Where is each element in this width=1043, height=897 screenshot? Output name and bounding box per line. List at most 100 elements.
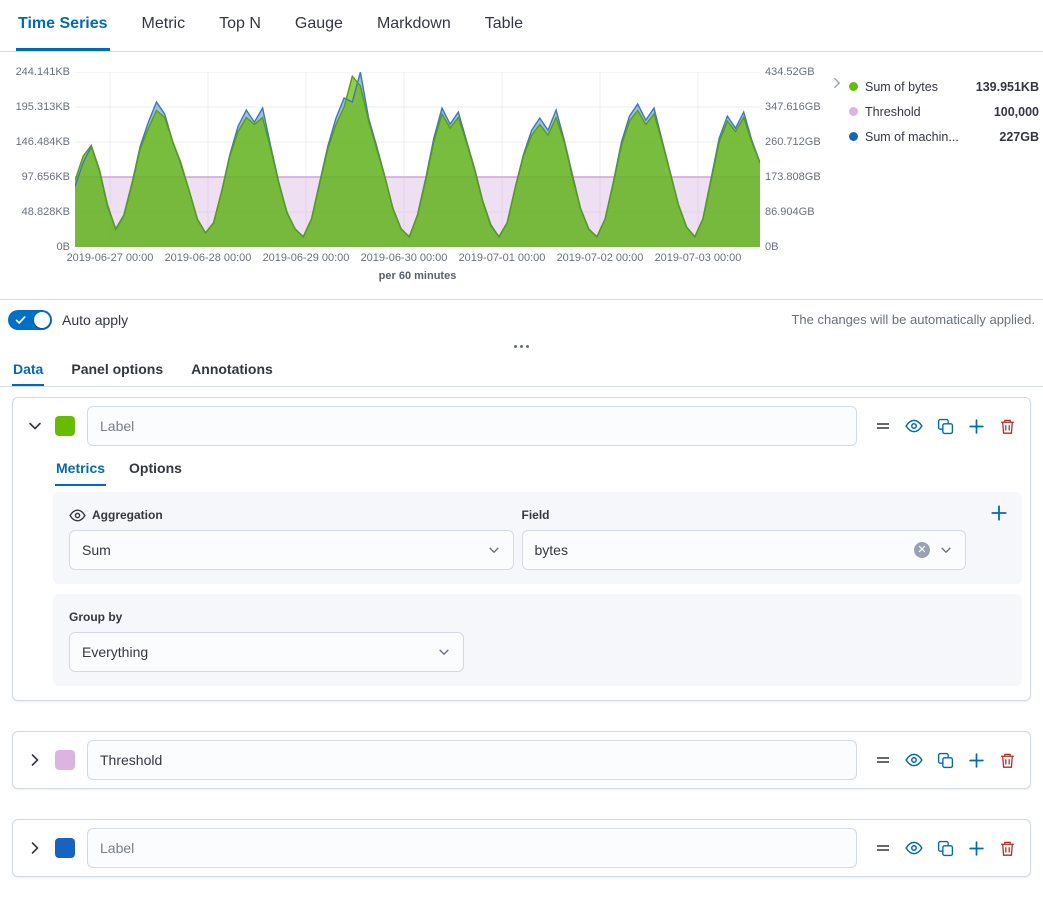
- interval-caption: per 60 minutes: [378, 270, 457, 282]
- series-panel-1: Metrics Options Aggregation Sum: [12, 397, 1031, 701]
- series-color-dot: [849, 82, 858, 91]
- y-tick: 434.52GB: [765, 66, 815, 78]
- series-label-input[interactable]: [87, 828, 857, 868]
- add-metric-plus-icon[interactable]: [990, 504, 1008, 522]
- editor-tabs: Data Panel options Annotations: [0, 353, 1043, 387]
- metric-eye-icon[interactable]: [69, 507, 86, 524]
- y-tick: 173.808GB: [765, 171, 821, 183]
- series-color-swatch[interactable]: [55, 750, 75, 770]
- timeseries-chart: 244.141KB 195.313KB 146.484KB 97.656KB 4…: [0, 52, 1043, 290]
- series-color-swatch[interactable]: [55, 416, 75, 436]
- clone-series-icon[interactable]: [937, 752, 954, 769]
- tab-top-n[interactable]: Top N: [217, 0, 263, 51]
- auto-apply-bar: Auto apply The changes will be automatic…: [0, 299, 1043, 339]
- tab-annotations[interactable]: Annotations: [190, 353, 274, 386]
- series-color-dot: [849, 132, 858, 141]
- delete-series-trash-icon[interactable]: [999, 752, 1016, 769]
- series-subtabs: Metrics Options: [13, 456, 1030, 486]
- chevron-down-icon: [437, 645, 451, 659]
- field-label-text: Field: [521, 508, 550, 522]
- add-series-plus-icon[interactable]: [968, 752, 985, 769]
- chart-plot-area[interactable]: [75, 72, 760, 247]
- chart-legend: Sum of bytes 139.951KB Threshold 100,000…: [849, 74, 1039, 149]
- field-column: Field bytes ✕: [521, 506, 967, 570]
- aggregation-row: Aggregation Sum Field: [53, 492, 1022, 584]
- series-header: [13, 398, 1030, 454]
- drag-handle-icon[interactable]: [875, 752, 891, 768]
- legend-collapse-chevron-icon[interactable]: [830, 76, 844, 93]
- y-tick: 347.616GB: [765, 101, 821, 113]
- legend-item[interactable]: Sum of bytes 139.951KB: [849, 74, 1039, 99]
- delete-series-trash-icon[interactable]: [999, 840, 1016, 857]
- series-body: Aggregation Sum Field: [53, 492, 1022, 686]
- field-value: bytes: [534, 542, 568, 558]
- series-panel-3: [12, 819, 1031, 877]
- drag-handle-icon[interactable]: [875, 418, 891, 434]
- add-series-plus-icon[interactable]: [968, 418, 985, 435]
- x-tick: 2019-06-30 00:00: [360, 252, 448, 264]
- x-tick: 2019-07-01 00:00: [458, 252, 546, 264]
- series-actions: [875, 417, 1016, 435]
- legend-value: 227GB: [999, 129, 1039, 144]
- clear-field-icon[interactable]: ✕: [914, 542, 930, 558]
- legend-label: Threshold: [865, 104, 921, 119]
- add-series-plus-icon[interactable]: [968, 840, 985, 857]
- group-by-label-text: Group by: [69, 610, 123, 624]
- group-by-value: Everything: [82, 644, 149, 660]
- auto-apply-note: The changes will be automatically applie…: [791, 312, 1035, 327]
- clone-series-icon[interactable]: [937, 418, 954, 435]
- series-header: [13, 820, 1030, 876]
- series-label-input[interactable]: [87, 406, 857, 446]
- x-tick: 2019-06-28 00:00: [164, 252, 252, 264]
- toggle-visibility-eye-icon[interactable]: [905, 751, 923, 769]
- legend-item[interactable]: Sum of machin... 227GB: [849, 124, 1039, 149]
- check-icon: [15, 315, 26, 324]
- group-by-select[interactable]: Everything: [69, 632, 464, 672]
- legend-value: 100,000: [993, 104, 1039, 119]
- series-actions: [875, 839, 1016, 857]
- clone-series-icon[interactable]: [937, 840, 954, 857]
- tab-metric[interactable]: Metric: [140, 0, 188, 51]
- aggregation-label: Aggregation: [69, 506, 514, 524]
- series-color-dot: [849, 107, 858, 116]
- field-label: Field: [522, 506, 967, 524]
- drag-handle-icon[interactable]: [875, 840, 891, 856]
- y-tick: 0B: [765, 241, 779, 253]
- aggregation-select[interactable]: Sum: [69, 530, 514, 570]
- field-select[interactable]: bytes ✕: [521, 530, 966, 570]
- tab-markdown[interactable]: Markdown: [375, 0, 453, 51]
- tab-gauge[interactable]: Gauge: [293, 0, 345, 51]
- auto-apply-label: Auto apply: [62, 311, 129, 328]
- legend-label: Sum of bytes: [865, 79, 938, 94]
- chevron-right-icon[interactable]: [27, 752, 43, 768]
- group-by-row: Group by Everything: [53, 594, 1022, 686]
- legend-item[interactable]: Threshold 100,000: [849, 99, 1039, 124]
- tab-data[interactable]: Data: [12, 353, 45, 386]
- editor-resize-handle[interactable]: [0, 339, 1043, 353]
- tab-time-series[interactable]: Time Series: [16, 0, 110, 51]
- y-tick: 146.484KB: [15, 136, 70, 148]
- chevron-down-icon[interactable]: [27, 418, 43, 434]
- tab-table[interactable]: Table: [483, 0, 525, 51]
- visualization-type-tabs: Time Series Metric Top N Gauge Markdown …: [0, 0, 1043, 52]
- subtab-options[interactable]: Options: [128, 456, 183, 486]
- toggle-visibility-eye-icon[interactable]: [905, 839, 923, 857]
- delete-series-trash-icon[interactable]: [999, 418, 1016, 435]
- x-tick: 2019-07-02 00:00: [556, 252, 644, 264]
- subtab-metrics[interactable]: Metrics: [55, 456, 107, 486]
- toggle-visibility-eye-icon[interactable]: [905, 417, 923, 435]
- aggregation-label-text: Aggregation: [92, 508, 163, 522]
- chevron-right-icon[interactable]: [27, 840, 43, 856]
- aggregation-column: Aggregation Sum: [69, 506, 514, 570]
- y-tick: 244.141KB: [15, 66, 70, 78]
- y-tick: 97.656KB: [21, 171, 70, 183]
- auto-apply-toggle[interactable]: [8, 309, 52, 330]
- tab-panel-options[interactable]: Panel options: [70, 353, 164, 386]
- series-label-input[interactable]: [87, 740, 857, 780]
- series-list: Metrics Options Aggregation Sum: [0, 387, 1043, 877]
- legend-label: Sum of machin...: [865, 129, 959, 144]
- series-actions: [875, 751, 1016, 769]
- chevron-down-icon: [939, 543, 953, 557]
- series-color-swatch[interactable]: [55, 838, 75, 858]
- bytes-line: [75, 74, 760, 238]
